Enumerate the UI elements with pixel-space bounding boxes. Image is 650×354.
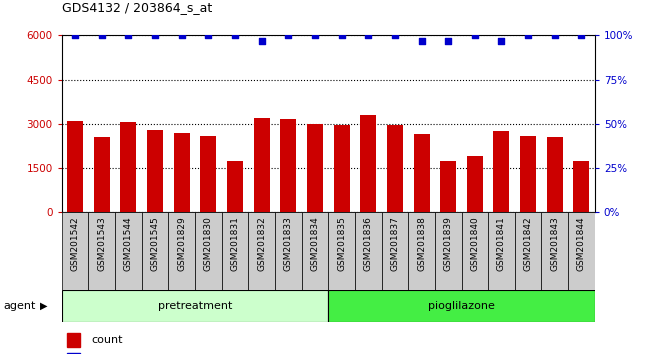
Bar (568, 212, 595, 290)
Point (469, 33, 480, 38)
Bar (307, 124, 323, 212)
Bar (382, 212, 408, 290)
Bar (254, 118, 270, 212)
Text: GSM201842: GSM201842 (524, 216, 532, 271)
Text: GSM201831: GSM201831 (231, 216, 239, 271)
Text: GSM201543: GSM201543 (98, 216, 106, 271)
Point (256, 38, 267, 44)
Bar (440, 161, 456, 212)
Text: GSM201838: GSM201838 (417, 216, 426, 271)
Bar (333, 125, 350, 212)
Bar (227, 161, 243, 212)
Point (150, 33, 161, 38)
Bar (408, 212, 435, 290)
Text: GSM201840: GSM201840 (471, 216, 479, 271)
Bar (94, 137, 110, 212)
Bar (488, 212, 515, 290)
Bar (200, 136, 216, 212)
Bar (360, 115, 376, 212)
Bar (88, 212, 115, 290)
Text: count: count (91, 335, 123, 345)
Text: GSM201832: GSM201832 (257, 216, 266, 271)
Text: GSM201542: GSM201542 (71, 216, 79, 271)
Point (310, 33, 320, 38)
Point (70, 33, 81, 38)
Point (390, 33, 400, 38)
Bar (62, 290, 328, 322)
Text: pretreatment: pretreatment (158, 301, 232, 311)
Bar (302, 212, 328, 290)
Bar (62, 212, 88, 290)
Text: agent: agent (3, 301, 36, 311)
Bar (67, 121, 83, 212)
Bar (328, 212, 355, 290)
Bar (462, 212, 488, 290)
Text: GSM201837: GSM201837 (391, 216, 399, 271)
Text: ▶: ▶ (40, 301, 48, 311)
Text: GSM201844: GSM201844 (577, 216, 586, 271)
Bar (413, 134, 430, 212)
Text: GSM201843: GSM201843 (551, 216, 559, 271)
Point (124, 33, 134, 38)
Point (337, 33, 347, 38)
Bar (515, 212, 541, 290)
Bar (222, 212, 248, 290)
Bar (387, 125, 403, 212)
Bar (195, 212, 222, 290)
Bar (547, 137, 563, 212)
Bar (67, 333, 81, 347)
Point (443, 38, 454, 44)
Bar (541, 212, 568, 290)
Point (417, 38, 427, 44)
Text: GSM201833: GSM201833 (284, 216, 292, 271)
Text: GSM201836: GSM201836 (364, 216, 372, 271)
Bar (168, 212, 195, 290)
Bar (280, 120, 296, 212)
Text: GSM201834: GSM201834 (311, 216, 319, 271)
Text: GSM201830: GSM201830 (204, 216, 213, 271)
Bar (467, 156, 483, 212)
Point (230, 33, 240, 38)
Text: GSM201544: GSM201544 (124, 216, 133, 271)
Bar (573, 161, 590, 212)
Point (550, 33, 560, 38)
Point (177, 33, 187, 38)
Point (363, 33, 373, 38)
Bar (115, 212, 142, 290)
Text: GSM201545: GSM201545 (151, 216, 159, 271)
Point (283, 33, 294, 38)
Bar (493, 131, 510, 212)
Text: GDS4132 / 203864_s_at: GDS4132 / 203864_s_at (62, 1, 212, 14)
Point (203, 33, 213, 38)
Bar (355, 212, 382, 290)
Text: GSM201835: GSM201835 (337, 216, 346, 271)
Point (96, 33, 107, 38)
Bar (328, 290, 595, 322)
Bar (174, 133, 190, 212)
Bar (147, 130, 163, 212)
Bar (435, 212, 462, 290)
Point (523, 33, 533, 38)
Bar (248, 212, 275, 290)
Text: GSM201839: GSM201839 (444, 216, 452, 271)
Bar (520, 136, 536, 212)
Bar (275, 212, 302, 290)
Bar (142, 212, 168, 290)
Text: pioglilazone: pioglilazone (428, 301, 495, 311)
Bar (67, 353, 81, 354)
Bar (120, 122, 136, 212)
Point (577, 33, 587, 38)
Text: GSM201829: GSM201829 (177, 216, 186, 271)
Point (497, 38, 507, 44)
Text: GSM201841: GSM201841 (497, 216, 506, 271)
